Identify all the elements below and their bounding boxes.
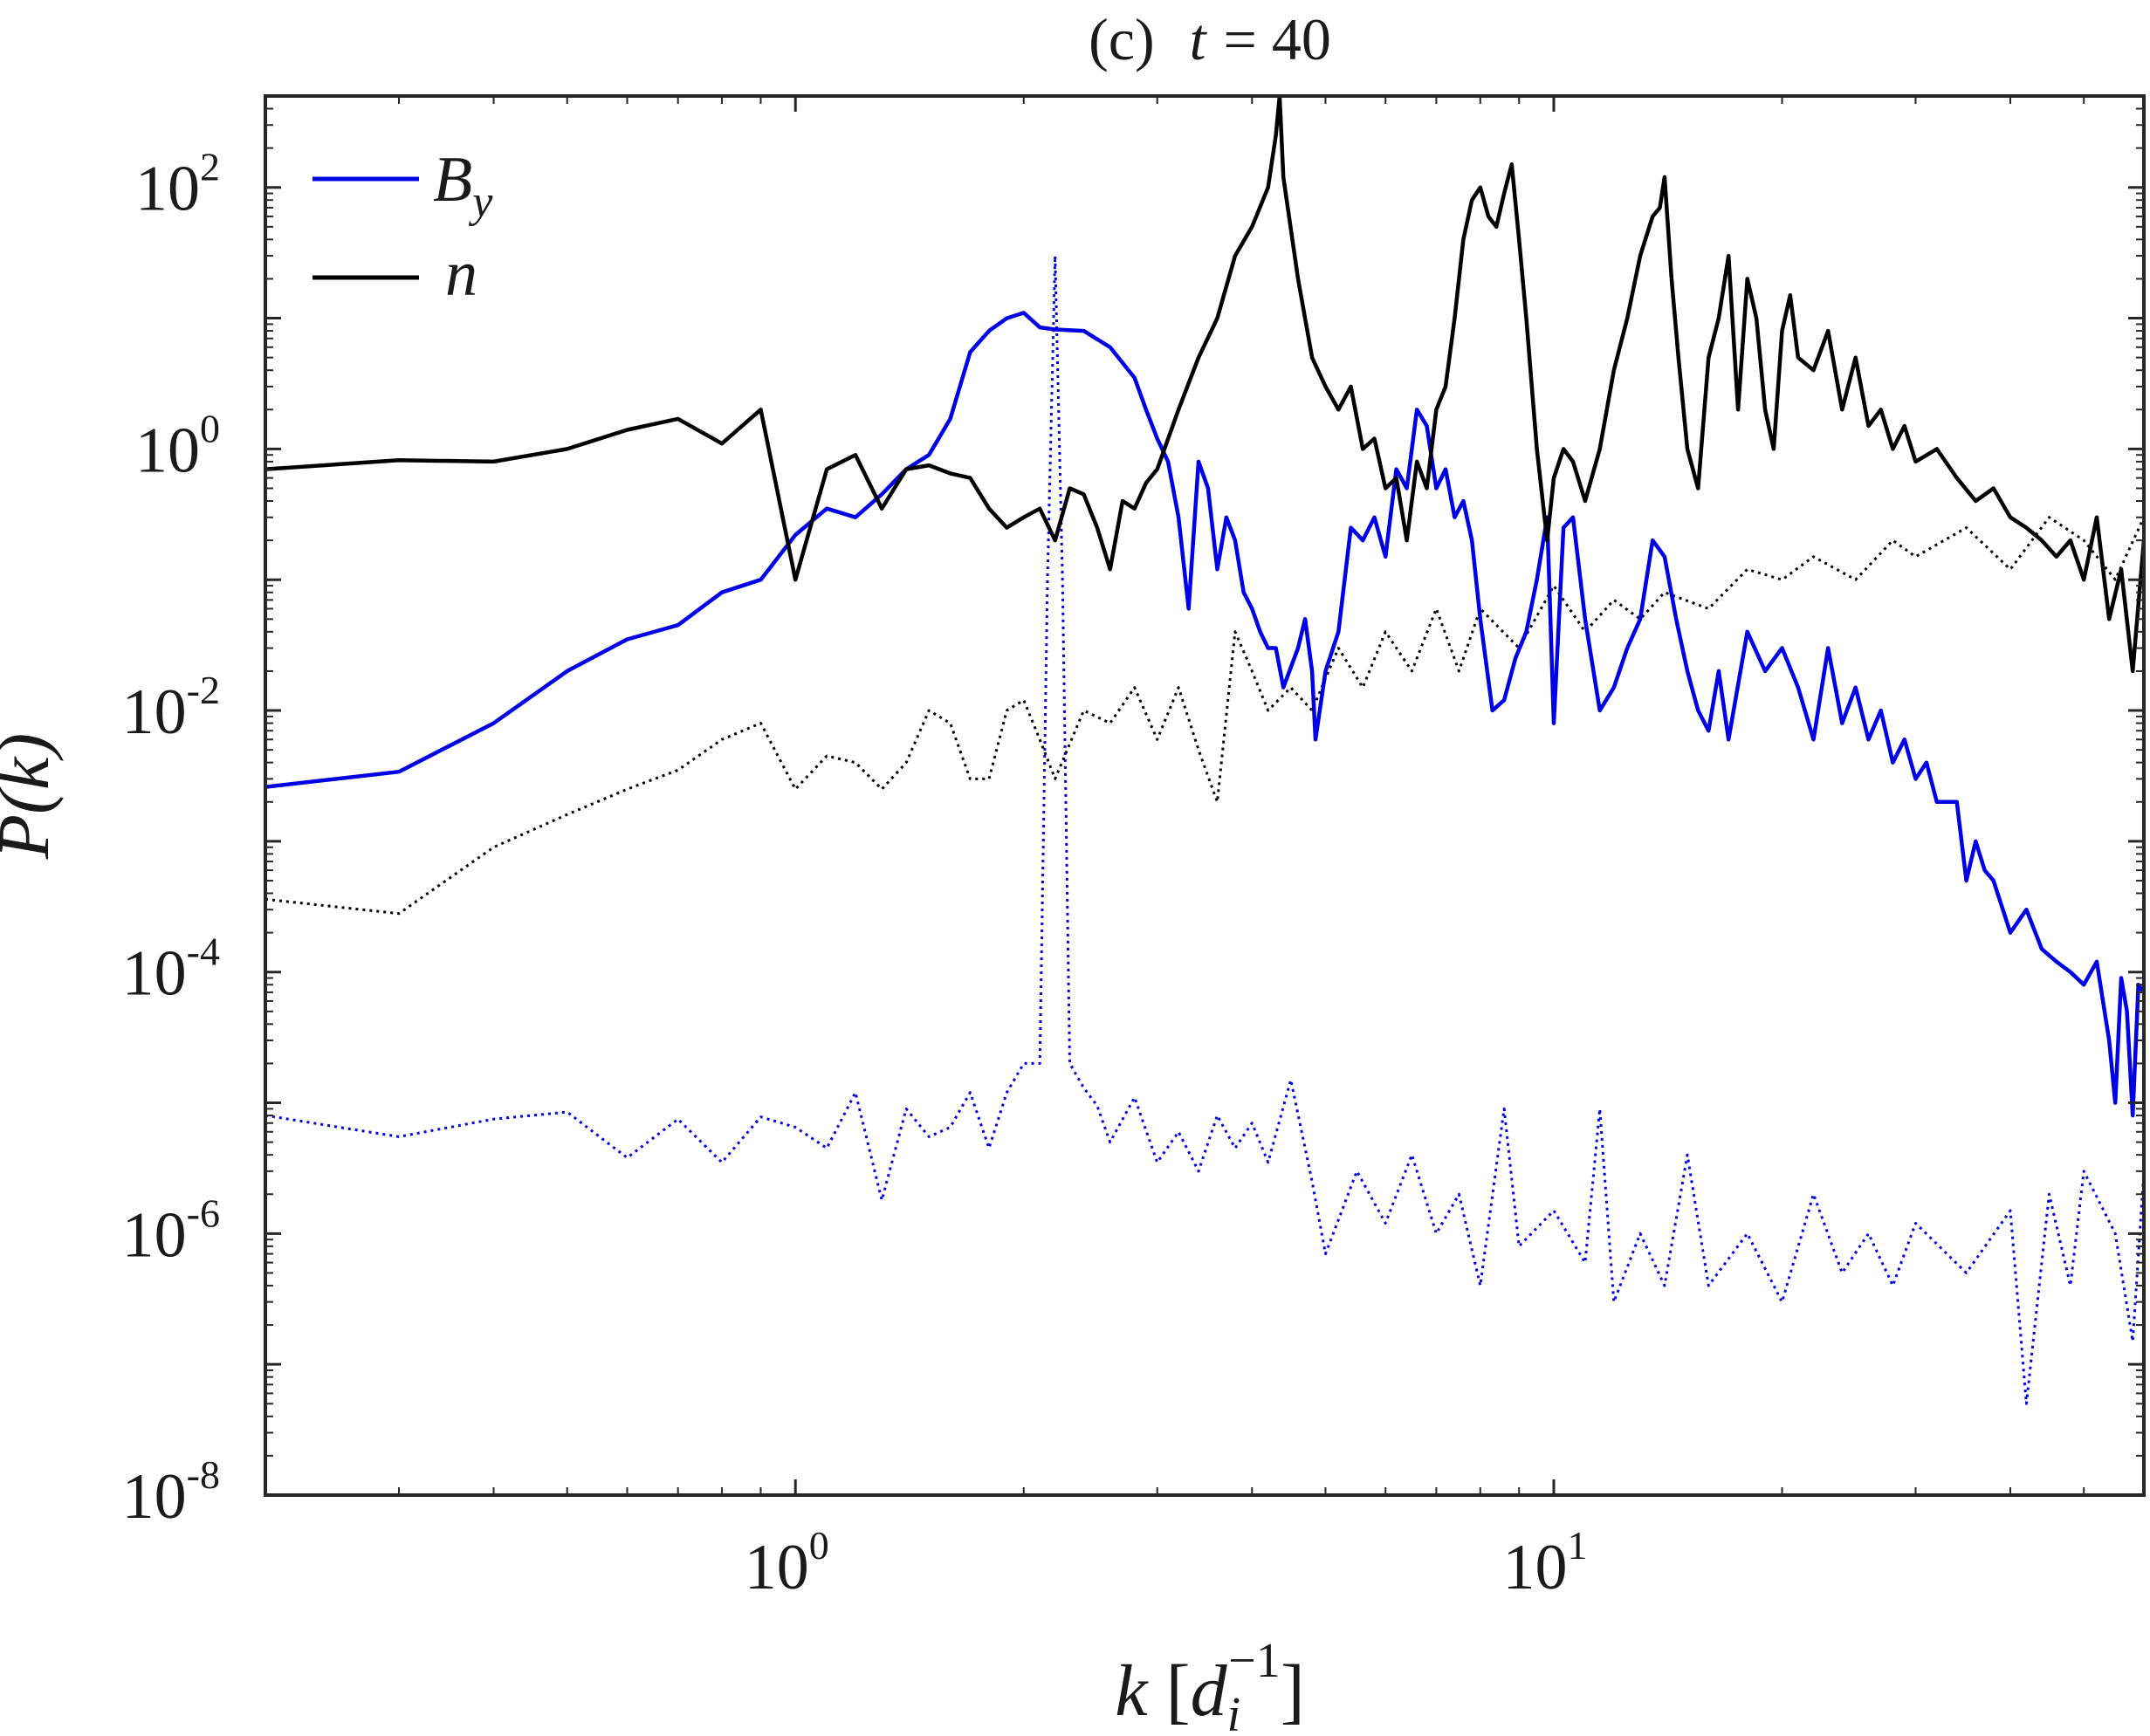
x-axis-label: k [di−1] xyxy=(1115,1634,1304,1736)
series-b-y-dotted xyxy=(265,254,2144,1405)
x-tick-label: 101 xyxy=(1502,1523,1587,1603)
legend: By n xyxy=(313,144,493,310)
series-n-solid xyxy=(265,96,2144,674)
y-tick-label: 100 xyxy=(135,406,220,486)
plot-frame xyxy=(264,94,2146,1497)
series-b-y-solid xyxy=(265,311,2144,1118)
x-tick-label: 100 xyxy=(745,1523,829,1603)
y-axis-label: P(k) xyxy=(0,733,65,861)
y-tick-label: 10-2 xyxy=(122,668,220,748)
y-tick-label: 10-4 xyxy=(122,930,220,1010)
series-layer xyxy=(265,96,2144,1405)
chart-title: (c) t = 40 xyxy=(1089,6,1331,72)
y-tick-label: 10-8 xyxy=(122,1452,220,1533)
series-n-dotted xyxy=(265,516,2144,916)
y-tick-label: 10-6 xyxy=(122,1190,220,1271)
legend-label-By: By xyxy=(433,144,493,227)
legend-label-n: n xyxy=(445,238,477,310)
y-tick-label: 102 xyxy=(135,145,220,225)
